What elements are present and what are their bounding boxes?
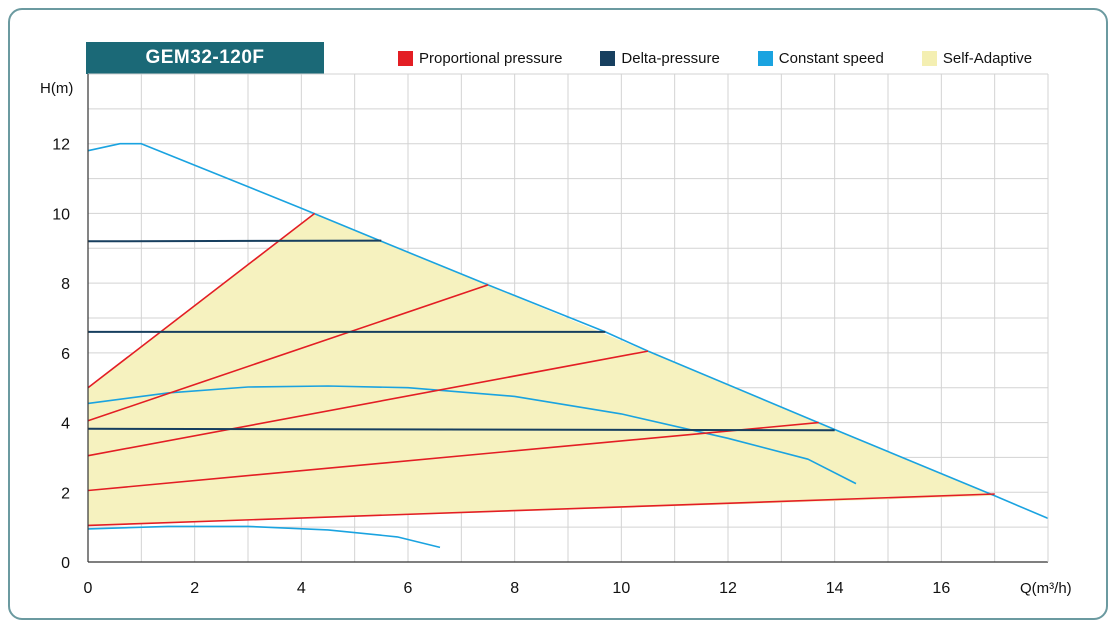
x-tick-label: 4 (297, 580, 306, 597)
legend-swatch-constant-speed (757, 51, 773, 66)
series-line-delta-pressure (87, 239, 382, 243)
legend-item-proportional-pressure: Proportional pressure (398, 50, 562, 67)
x-tick-label: 6 (404, 580, 413, 597)
legend-swatch-proportional-pressure (398, 51, 413, 66)
legend-swatch-delta-pressure (600, 51, 616, 66)
series-line-proportional-pressure (87, 493, 995, 527)
legend-label-constant-speed: Constant speed (778, 50, 884, 67)
y-axis-label: H(m) (40, 80, 73, 97)
x-tick-label: 16 (932, 580, 950, 597)
x-tick-label: 8 (510, 580, 519, 597)
y-tick-label: 0 (61, 555, 70, 572)
x-tick-label: 10 (612, 580, 630, 597)
axes: 0 2 4 6 8 10 12 14 16 0 2 4 6 8 10 12 (52, 74, 1049, 597)
x-tick-label: 2 (190, 580, 199, 597)
series-line-proportional-pressure (87, 212, 316, 389)
series-line-proportional-pressure (87, 421, 819, 492)
legend-label-proportional-pressure: Proportional pressure (419, 50, 563, 67)
series-line-delta-pressure (87, 427, 835, 432)
x-tick-label: 12 (719, 580, 737, 597)
legend-label-self-adaptive: Self-Adaptive (942, 50, 1033, 67)
y-tick-label: 6 (61, 346, 70, 363)
series-line-proportional-pressure (87, 350, 649, 457)
legend-item-self-adaptive: Self-Adaptive (921, 50, 1033, 67)
series-line-constant-speed (87, 525, 441, 549)
y-tick-label: 10 (52, 206, 70, 223)
legend: Proportional pressure Delta-pressure Con… (398, 50, 1070, 67)
legend-item-delta-pressure: Delta-pressure (600, 50, 720, 67)
y-tick-label: 12 (52, 137, 70, 154)
x-tick-label: 0 (84, 580, 93, 597)
legend-label-delta-pressure: Delta-pressure (621, 50, 720, 67)
x-axis-label: Q(m³/h) (1020, 580, 1072, 597)
area-self-adaptive (88, 213, 995, 526)
line-layer (87, 142, 1049, 549)
series-line-proportional-pressure (87, 284, 489, 422)
legend-swatch-self-adaptive (921, 51, 937, 66)
series-line-constant-speed (87, 385, 857, 485)
area-layer (88, 213, 995, 526)
chart-title: GEM32-120F (86, 42, 324, 74)
y-tick-label: 2 (61, 485, 70, 502)
y-tick-label: 4 (61, 416, 70, 433)
x-tick-label: 14 (826, 580, 844, 597)
legend-item-constant-speed: Constant speed (757, 50, 884, 67)
y-tick-label: 8 (61, 276, 70, 293)
